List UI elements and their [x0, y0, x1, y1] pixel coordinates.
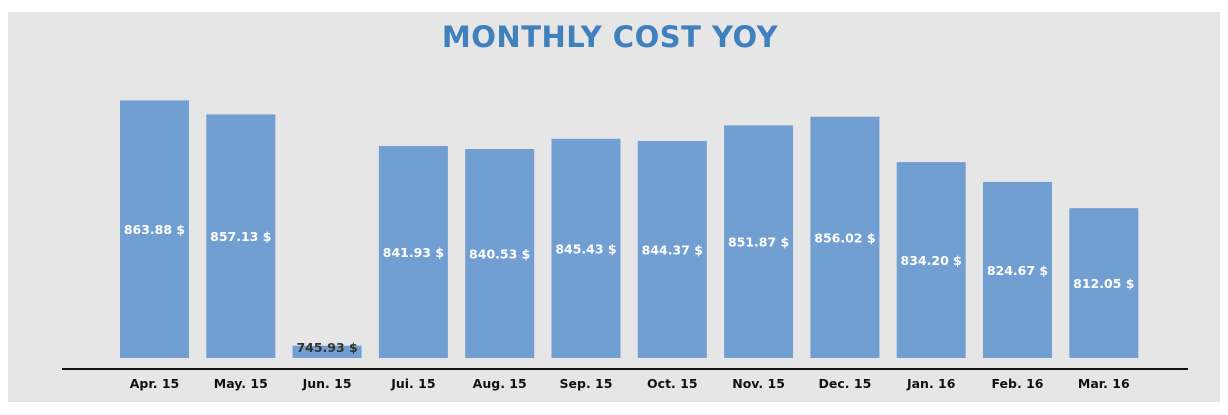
bar-0 [120, 100, 189, 358]
bar-6 [637, 140, 707, 358]
bar-4 [465, 148, 535, 358]
x-tick-label: Jun. 15 [302, 376, 352, 391]
x-tick-label: Dec. 15 [819, 376, 872, 391]
x-tick-label: Apr. 15 [130, 376, 180, 391]
bar-3 [378, 146, 448, 358]
data-label: 824.67 $ [987, 263, 1048, 278]
x-tick-label: Mar. 16 [1078, 376, 1130, 391]
data-label: 856.02 $ [814, 230, 875, 245]
data-label: 851.87 $ [728, 235, 789, 250]
bar-9 [896, 162, 966, 358]
x-tick-label: Jui. 15 [390, 376, 435, 391]
bar-2 [292, 345, 362, 358]
data-label: 844.37 $ [642, 242, 703, 257]
x-tick-label: May. 15 [214, 376, 268, 391]
bar-7 [724, 125, 794, 358]
bar-1 [206, 114, 276, 358]
chart-title: MONTHLY COST YOY [441, 20, 779, 54]
bar-11 [1069, 208, 1139, 358]
x-tick-label: Aug. 15 [473, 376, 527, 391]
x-tick-label: Nov. 15 [732, 376, 785, 391]
data-label: 834.20 $ [901, 253, 962, 268]
x-tick-label: Feb. 16 [992, 376, 1044, 391]
data-label: 841.93 $ [383, 245, 444, 260]
data-label: 863.88 $ [124, 222, 185, 237]
data-label: 745.93 $ [296, 340, 357, 355]
data-label: 812.05 $ [1073, 276, 1134, 291]
bar-5 [551, 138, 621, 358]
bar-10 [983, 181, 1052, 358]
bar-8 [810, 116, 880, 358]
data-label: 840.53 $ [469, 246, 530, 261]
x-tick-label: Sep. 15 [560, 376, 613, 391]
x-tick-label: Jan. 16 [906, 376, 956, 391]
data-label: 857.13 $ [210, 229, 271, 244]
x-tick-label: Oct. 15 [647, 376, 698, 391]
data-label: 845.43 $ [555, 241, 616, 256]
